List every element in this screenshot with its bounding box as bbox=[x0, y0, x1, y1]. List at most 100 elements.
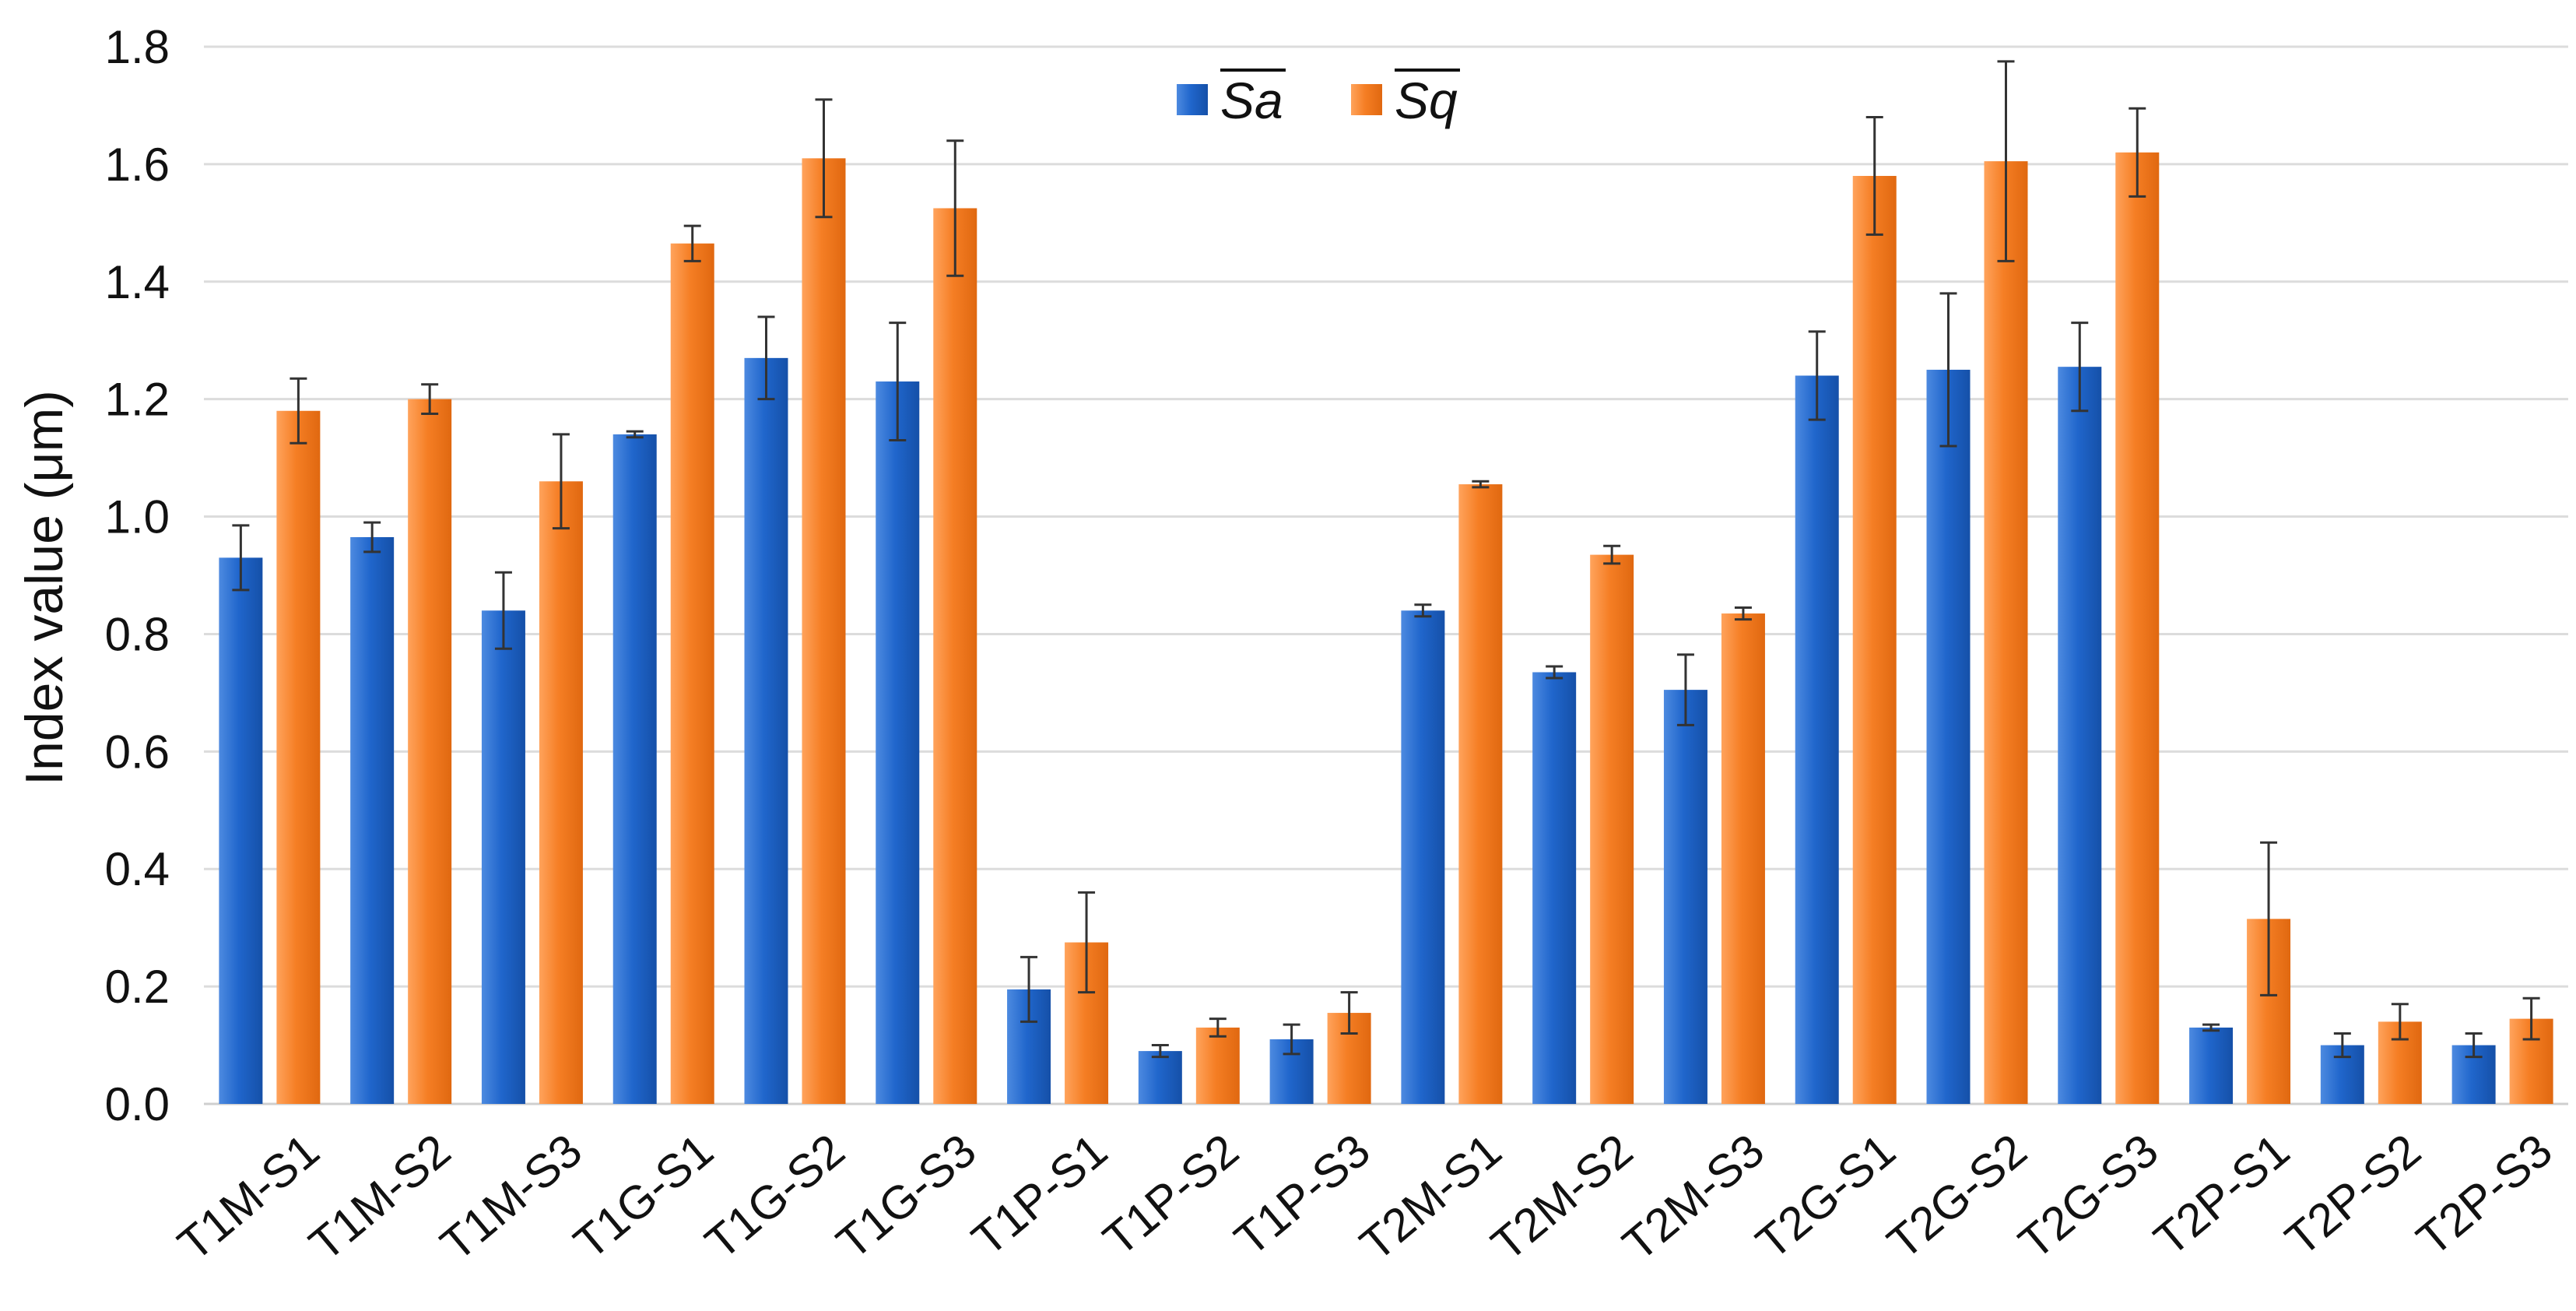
x-tick-label: T1G-S2 bbox=[696, 1124, 855, 1269]
error-bar-sa bbox=[757, 315, 775, 401]
error-bar-sq bbox=[552, 433, 570, 530]
error-bar-sq bbox=[1209, 1018, 1227, 1038]
legend-label-sq: Sq bbox=[1395, 72, 1458, 129]
error-bar-sa bbox=[363, 521, 381, 554]
bar-sa bbox=[2058, 367, 2102, 1104]
bar-sa bbox=[1663, 690, 1707, 1104]
bar-sa bbox=[481, 610, 525, 1104]
y-tick-label: 0.2 bbox=[105, 961, 170, 1013]
error-bar-sa bbox=[1020, 955, 1038, 1023]
x-tick-label: T2G-S1 bbox=[1746, 1124, 1905, 1269]
y-tick-label: 1.0 bbox=[105, 491, 170, 543]
y-tick-label: 0.6 bbox=[105, 726, 170, 778]
y-axis-ticks: 0.0 0.2 0.4 0.6 0.8 1.0 1.2 1.4 1.6 1.8 bbox=[105, 21, 170, 1130]
error-bar-sa bbox=[2202, 1023, 2220, 1032]
error-bar-sa bbox=[1808, 330, 1826, 421]
x-tick-label: T2G-S2 bbox=[1878, 1124, 2037, 1269]
x-tick-label: T2M-S1 bbox=[1350, 1124, 1511, 1271]
bar-sq bbox=[1458, 484, 1503, 1104]
error-bar-sq bbox=[2129, 107, 2146, 198]
x-tick-label: T2P-S2 bbox=[2276, 1124, 2430, 1266]
gridlines bbox=[204, 45, 2568, 1105]
y-tick-label: 0.8 bbox=[105, 608, 170, 660]
bar-sa bbox=[2189, 1027, 2234, 1104]
legend-label-sa: Sa bbox=[1220, 72, 1283, 129]
bar-sa bbox=[1532, 672, 1577, 1104]
error-bar-sq bbox=[1997, 60, 2015, 262]
bar-sa bbox=[350, 536, 395, 1104]
bar-sq bbox=[1721, 613, 1765, 1104]
bar-sq bbox=[2115, 152, 2160, 1104]
bar-sa bbox=[1926, 369, 1971, 1104]
error-bar-sq bbox=[2260, 841, 2278, 996]
error-bar-sq bbox=[683, 224, 701, 262]
y-tick-label: 0.0 bbox=[105, 1078, 170, 1130]
bar-sq bbox=[1195, 1027, 1240, 1104]
error-bar-sq bbox=[290, 377, 307, 445]
bar-sa bbox=[744, 357, 788, 1104]
error-bar-sq bbox=[1734, 606, 1752, 621]
x-axis-ticks: T1M-S1T1M-S2T1M-S3T1G-S1T1G-S2T1G-S3T1P-… bbox=[168, 1124, 2562, 1271]
bar-sq bbox=[408, 399, 452, 1104]
error-bar-sa bbox=[1283, 1023, 1300, 1056]
y-tick-label: 1.6 bbox=[105, 139, 170, 191]
error-bar-sa bbox=[1676, 653, 1694, 726]
error-bar-sq bbox=[815, 98, 833, 219]
x-tick-label: T1P-S2 bbox=[1093, 1124, 1248, 1266]
error-bar-sa bbox=[2071, 322, 2089, 413]
x-tick-label: T1M-S2 bbox=[300, 1124, 461, 1271]
bar-sq bbox=[670, 243, 714, 1104]
legend-swatch-sq bbox=[1351, 84, 1382, 115]
y-axis-title: Index value (μm) bbox=[15, 390, 74, 786]
bar-sq bbox=[1590, 554, 1634, 1104]
x-tick-label: T2M-S3 bbox=[1613, 1124, 1774, 1271]
bar-sa bbox=[1138, 1051, 1182, 1104]
bar-sq bbox=[1852, 175, 1897, 1104]
bar-sa bbox=[1401, 610, 1445, 1104]
error-bar-sq bbox=[1603, 544, 1621, 565]
error-bar-sq bbox=[2391, 1003, 2409, 1041]
error-bar-sq bbox=[1340, 991, 1358, 1035]
error-bar-sa bbox=[1151, 1044, 1169, 1059]
y-tick-label: 0.4 bbox=[105, 843, 170, 895]
bar-sa bbox=[612, 434, 657, 1104]
bars bbox=[219, 152, 2553, 1105]
error-bar-sa bbox=[1414, 603, 1432, 618]
bar-sq bbox=[1984, 161, 2028, 1104]
x-tick-label: T2P-S1 bbox=[2144, 1124, 2299, 1266]
bar-sa bbox=[1795, 375, 1839, 1104]
error-bar-sa bbox=[2333, 1032, 2351, 1059]
x-tick-label: T2G-S3 bbox=[2009, 1124, 2167, 1269]
x-tick-label: T1M-S3 bbox=[431, 1124, 592, 1271]
error-bar-sq bbox=[2522, 996, 2540, 1041]
x-tick-label: T2M-S2 bbox=[1482, 1124, 1643, 1271]
x-tick-label: T1P-S1 bbox=[962, 1124, 1117, 1266]
x-tick-label: T1G-S3 bbox=[826, 1124, 985, 1269]
error-bar-sq bbox=[421, 383, 439, 416]
error-bar-sq bbox=[1078, 891, 1096, 994]
x-tick-label: T1G-S1 bbox=[564, 1124, 723, 1269]
bar-sa bbox=[876, 381, 920, 1104]
error-bar-sa bbox=[1546, 665, 1563, 680]
bar-sa bbox=[219, 557, 263, 1104]
bar-sq bbox=[539, 481, 583, 1104]
error-bar-sa bbox=[626, 430, 644, 439]
x-tick-label: T2P-S3 bbox=[2407, 1124, 2562, 1266]
error-bar-sq bbox=[1865, 116, 1883, 236]
x-tick-label: T1P-S3 bbox=[1225, 1124, 1380, 1266]
bar-sq bbox=[276, 410, 321, 1104]
error-bar-sa bbox=[2465, 1032, 2483, 1059]
legend-swatch-sa bbox=[1177, 84, 1208, 115]
bar-sq bbox=[933, 208, 977, 1105]
y-tick-label: 1.4 bbox=[105, 256, 170, 308]
error-bars bbox=[232, 60, 2540, 1059]
y-tick-label: 1.8 bbox=[105, 21, 170, 73]
bar-sq bbox=[802, 158, 846, 1104]
error-bar-sa bbox=[232, 524, 250, 592]
legend: Sa Sq bbox=[1177, 69, 1460, 129]
error-bar-sa bbox=[494, 571, 512, 650]
error-bar-sq bbox=[1472, 480, 1490, 489]
y-tick-label: 1.2 bbox=[105, 374, 170, 426]
x-tick-label: T1M-S1 bbox=[168, 1124, 329, 1271]
